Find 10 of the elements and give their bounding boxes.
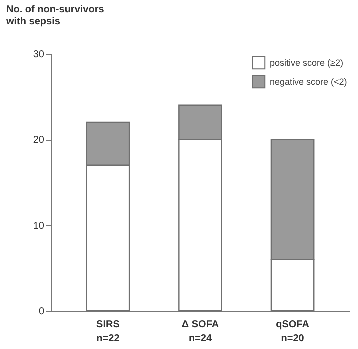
x-tick-label: qSOFA n=20 bbox=[276, 320, 310, 344]
x-tick-label: SIRS n=22 bbox=[96, 320, 120, 344]
y-tick-label: 30 bbox=[33, 50, 45, 60]
y-axis-title: No. of non-survivors with sepsis bbox=[6, 4, 105, 28]
legend-label: negative score (<2) bbox=[270, 77, 348, 87]
x-tick-label: Δ SOFA n=24 bbox=[182, 320, 220, 344]
y-tick-label: 20 bbox=[33, 135, 45, 146]
legend-label: positive score (≥2) bbox=[270, 58, 344, 68]
y-tick-label: 10 bbox=[33, 220, 45, 232]
y-tick-label: 0 bbox=[38, 306, 45, 318]
